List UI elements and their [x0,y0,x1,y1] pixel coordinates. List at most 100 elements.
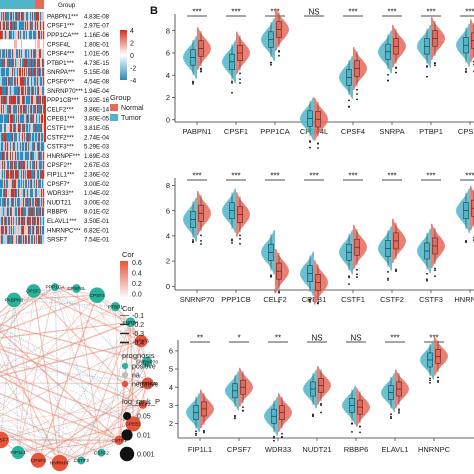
heatmap-cell [42,216,44,226]
heatmap-cell [22,123,24,133]
heatmap-cell [32,207,34,216]
heatmap-cell [34,225,36,235]
heatmap-cell [26,151,28,161]
outlier-point [348,283,350,286]
outlier-point [200,240,202,242]
network-node-label: FIP1L1 [10,450,26,456]
heatmap-cell [13,114,15,123]
heatmap-cell [41,86,43,96]
heatmap-cell [16,58,18,68]
heatmap-cell [29,207,31,216]
heatmap-gene-label: CPSF2** [47,162,72,169]
heatmap-cell [31,30,33,40]
heatmap-cell [28,225,30,235]
heatmap-cell [33,198,35,207]
group-legend-swatch [110,104,118,111]
heatmap-cell [31,123,33,133]
heatmap-cell [21,132,23,142]
heatmap-cell [36,95,38,105]
heatmap-cell [16,151,18,161]
heatmap-cell [3,170,5,179]
heatmap-cell [6,114,8,123]
heatmap-cell [37,114,39,123]
heatmap-cell [5,39,7,49]
heatmap-cell [13,49,15,58]
heatmap-cell [6,86,8,96]
heatmap-cell [1,142,3,151]
heatmap-cell [7,142,9,151]
outlier-point [309,146,311,149]
heatmap-cell [32,216,34,226]
heatmap-cell [40,160,42,170]
heatmap-cell [14,12,16,21]
heatmap-gene-label: PTBP1*** [47,60,74,67]
heatmap-cell [28,235,30,244]
network-node-label: PPP1CA [45,285,65,291]
heatmap-cell [31,225,33,235]
outlier-point [426,65,428,67]
heatmap-cell [7,86,9,96]
heatmap-cell [35,151,37,161]
heatmap-header: Group [58,2,76,9]
heatmap-cell [19,105,21,114]
heatmap-cell [42,179,44,189]
network-node [26,283,42,299]
heatmap-cell [34,12,36,21]
heatmap-cell [21,21,23,30]
network-edge [0,333,102,453]
heatmap-cell [21,105,23,114]
violin-tumor [261,18,275,61]
heatmap-cell [30,225,32,235]
outlier-point [434,275,436,278]
heatmap-cell [13,67,15,77]
heatmap-cell [21,216,23,226]
heatmap-cell [38,49,40,58]
heatmap-cell [14,95,16,105]
heatmap-cell [2,39,4,49]
heatmap-cell [25,105,27,114]
heatmap-cell [15,235,17,244]
cor-pos-tick: 0.4 [132,271,142,278]
sig-label: *** [387,172,396,181]
heatmap-cell [17,105,19,114]
heatmap-cell [39,235,41,244]
heatmap-cell [9,151,11,161]
outlier-point [387,73,389,76]
heatmap-cell [28,160,30,170]
heatmap-cell [32,132,34,142]
violin-tumor [222,188,236,233]
x-gene-label: CSTF1 [341,295,365,304]
heatmap-cell [30,105,32,114]
outlier-point [278,50,280,53]
heatmap-cell [4,235,6,244]
heatmap-cell [32,30,34,40]
violin-normal [392,24,406,68]
heatmap-cell [0,132,2,142]
network-node-label: CPSF7 [0,437,9,443]
heatmap-cell [18,123,20,133]
heatmap-cell [1,105,3,114]
heatmap-cell [19,30,21,40]
network-node [30,452,47,469]
violin-tumor [261,230,275,275]
heatmap-cell [17,12,19,21]
heatmap-cell [35,123,37,133]
heatmap-cell [1,123,3,133]
heatmap-cell [2,170,4,179]
heatmap-cell [39,21,41,30]
heatmap-cell [1,12,3,21]
heatmap-cell [43,39,45,49]
heatmap-cell [13,132,15,142]
heatmap-cell [35,160,37,170]
heatmap-cell [6,151,8,161]
heatmap-cell [27,12,29,21]
sig-label: *** [192,172,201,181]
heatmap-cell [41,67,43,77]
heatmap-cell [27,198,29,207]
heatmap-cell [8,67,10,77]
heatmap-cell [21,160,23,170]
heatmap-cell [34,95,36,105]
heatmap-cell [30,160,32,170]
heatmap-cell [28,49,30,58]
heatmap-cell [0,12,2,21]
